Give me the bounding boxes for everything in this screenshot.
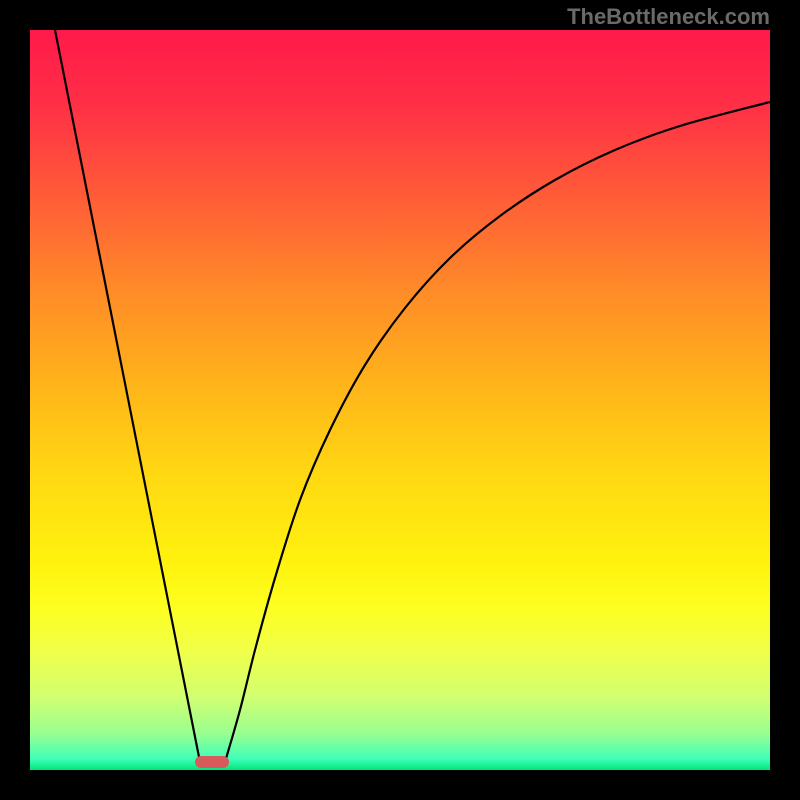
watermark-text: TheBottleneck.com — [567, 4, 770, 30]
plot-area — [30, 30, 770, 770]
right-ascending-curve — [225, 102, 770, 762]
left-descending-line — [55, 30, 200, 762]
curve-overlay — [30, 30, 770, 770]
min-point-marker — [195, 756, 229, 768]
